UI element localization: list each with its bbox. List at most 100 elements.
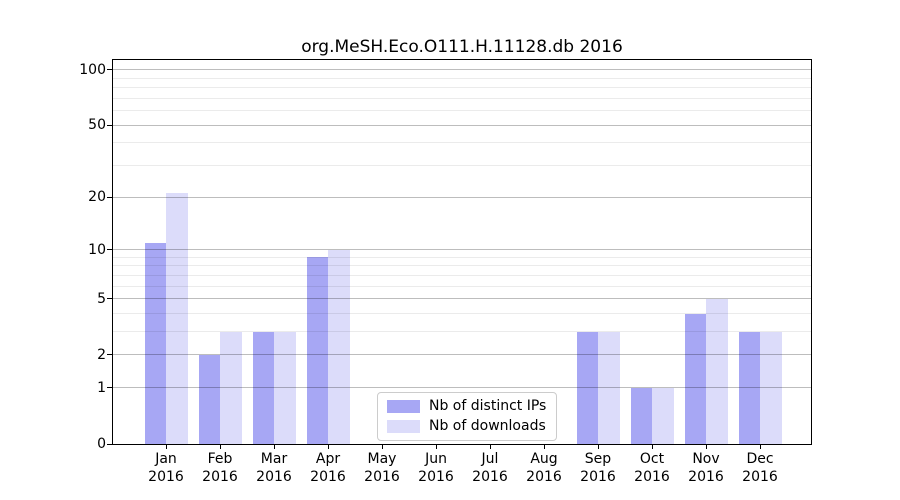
gridline-major: [113, 354, 811, 356]
legend-item-downloads: Nb of downloads: [387, 418, 546, 434]
legend-label-downloads: Nb of downloads: [429, 418, 546, 434]
x-tick-label-year: 2016: [310, 469, 346, 485]
legend-item-distinct-ips: Nb of distinct IPs: [387, 398, 546, 414]
x-tick-label-year: 2016: [202, 469, 238, 485]
gridline-major: [113, 196, 811, 198]
x-tick-label: Oct 2016: [620, 450, 684, 486]
x-tick-label: Feb 2016: [188, 450, 252, 486]
x-tick-mark: [327, 445, 329, 449]
y-tick-label: 5: [97, 290, 106, 307]
legend-label-distinct-ips: Nb of distinct IPs: [429, 398, 547, 414]
x-tick-label-month: Oct: [639, 451, 665, 467]
bar-distinct-ips: [306, 257, 328, 444]
gridline-minor: [113, 77, 811, 79]
x-tick-mark: [543, 445, 545, 449]
x-tick-mark: [381, 445, 383, 449]
gridline-minor: [113, 256, 811, 258]
x-tick-label-year: 2016: [364, 469, 400, 485]
bar-distinct-ips: [198, 354, 220, 444]
y-tick-label: 0: [97, 436, 106, 452]
gridline-minor: [113, 285, 811, 287]
gridline-major: [113, 249, 811, 251]
bar-distinct-ips: [144, 242, 166, 444]
gridline-major: [113, 298, 811, 300]
gridline-minor: [113, 331, 811, 333]
bar-downloads: [706, 298, 728, 444]
x-tick-label-year: 2016: [526, 469, 562, 485]
bar-downloads: [274, 331, 296, 444]
x-tick-label-month: Aug: [530, 451, 558, 467]
x-tick-label: Apr 2016: [296, 450, 360, 486]
x-tick-label: Aug 2016: [512, 450, 576, 486]
x-tick-label-year: 2016: [418, 469, 454, 485]
legend-swatch-distinct-ips: [387, 399, 420, 413]
legend-swatch-downloads: [387, 419, 420, 433]
x-tick-label-month: Jul: [481, 451, 499, 467]
x-tick-label-month: Jan: [155, 451, 177, 467]
bar-distinct-ips: [630, 387, 652, 444]
x-tick-label-month: Mar: [260, 451, 288, 467]
x-tick-label-year: 2016: [580, 469, 616, 485]
x-tick-label-month: Nov: [692, 451, 720, 467]
gridline-minor: [113, 313, 811, 314]
y-tick-label: 50: [88, 117, 106, 134]
y-tick-label: 2: [97, 346, 106, 363]
bar-downloads: [166, 193, 188, 444]
gridline-minor: [113, 97, 811, 99]
bar-distinct-ips: [576, 331, 598, 444]
y-tick-mark: [107, 249, 112, 251]
x-tick-label-year: 2016: [148, 469, 184, 485]
x-tick-label: Jan 2016: [134, 450, 198, 486]
x-tick-label: Sep 2016: [566, 450, 630, 486]
x-tick-label-year: 2016: [742, 469, 778, 485]
x-tick-label-month: Dec: [746, 451, 774, 467]
x-tick-label-month: Sep: [584, 451, 612, 467]
x-tick-label: Jun 2016: [404, 450, 468, 486]
x-tick-label: Mar 2016: [242, 450, 306, 486]
y-tick-mark: [107, 124, 112, 126]
gridline-major: [113, 69, 811, 71]
y-tick-mark: [107, 298, 112, 300]
bar-distinct-ips: [738, 331, 760, 444]
bar-distinct-ips: [252, 331, 274, 444]
plot-canvas: [113, 60, 811, 444]
y-tick-mark: [107, 387, 112, 389]
bar-downloads: [760, 331, 782, 444]
x-tick-mark: [489, 445, 491, 449]
x-tick-label-month: May: [367, 451, 397, 467]
y-tick-mark: [107, 443, 112, 445]
x-tick-label-month: Jun: [425, 451, 447, 467]
x-tick-label-year: 2016: [472, 469, 508, 485]
x-tick-mark: [759, 445, 761, 449]
x-tick-mark: [597, 445, 599, 449]
y-tick-mark: [107, 196, 112, 198]
bar-downloads: [220, 331, 242, 444]
x-tick-label: May 2016: [350, 450, 414, 486]
x-tick-label-year: 2016: [688, 469, 724, 485]
x-tick-label-month: Feb: [207, 451, 233, 467]
y-tick-label: 1: [97, 379, 106, 396]
x-tick-mark: [273, 445, 275, 449]
x-tick-label: Dec 2016: [728, 450, 792, 486]
x-tick-mark: [219, 445, 221, 449]
chart-title: org.MeSH.Eco.O111.H.11128.db 2016: [301, 37, 623, 57]
bar-downloads: [328, 249, 350, 444]
y-tick-label: 10: [88, 241, 106, 258]
gridline-major: [113, 387, 811, 389]
plot-area: [112, 59, 812, 445]
gridline-minor: [113, 87, 811, 89]
gridline-major: [113, 124, 811, 126]
y-tick-label: 20: [88, 189, 106, 206]
bar-downloads: [598, 331, 620, 444]
y-tick-label: 100: [79, 61, 106, 78]
gridline-minor: [113, 265, 811, 267]
bar-downloads: [652, 387, 674, 444]
x-tick-mark: [165, 445, 167, 449]
gridline-minor: [113, 142, 811, 144]
legend: Nb of distinct IPs Nb of downloads: [377, 392, 558, 441]
x-tick-label-year: 2016: [634, 469, 670, 485]
x-tick-label: Nov 2016: [674, 450, 738, 486]
x-tick-label-month: Apr: [315, 451, 341, 467]
y-tick-mark: [107, 354, 112, 356]
